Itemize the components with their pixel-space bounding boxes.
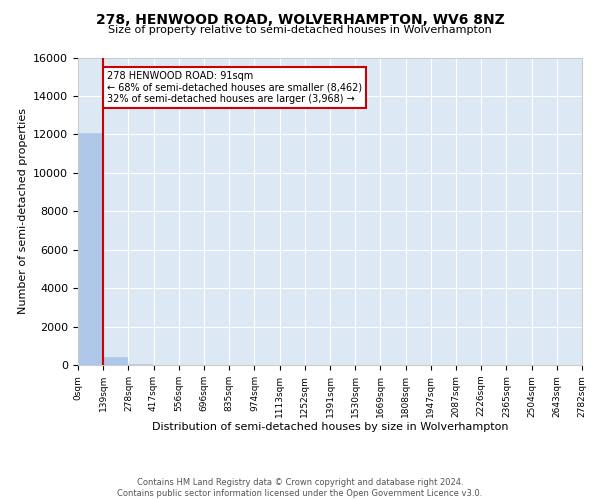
Y-axis label: Number of semi-detached properties: Number of semi-detached properties bbox=[17, 108, 28, 314]
Bar bbox=[128, 364, 152, 365]
Text: 278 HENWOOD ROAD: 91sqm
← 68% of semi-detached houses are smaller (8,462)
32% of: 278 HENWOOD ROAD: 91sqm ← 68% of semi-de… bbox=[107, 71, 362, 104]
X-axis label: Distribution of semi-detached houses by size in Wolverhampton: Distribution of semi-detached houses by … bbox=[152, 422, 508, 432]
Bar bbox=[103, 356, 127, 365]
Text: Size of property relative to semi-detached houses in Wolverhampton: Size of property relative to semi-detach… bbox=[108, 25, 492, 35]
Bar bbox=[78, 134, 102, 365]
Text: 278, HENWOOD ROAD, WOLVERHAMPTON, WV6 8NZ: 278, HENWOOD ROAD, WOLVERHAMPTON, WV6 8N… bbox=[95, 12, 505, 26]
Text: Contains HM Land Registry data © Crown copyright and database right 2024.
Contai: Contains HM Land Registry data © Crown c… bbox=[118, 478, 482, 498]
